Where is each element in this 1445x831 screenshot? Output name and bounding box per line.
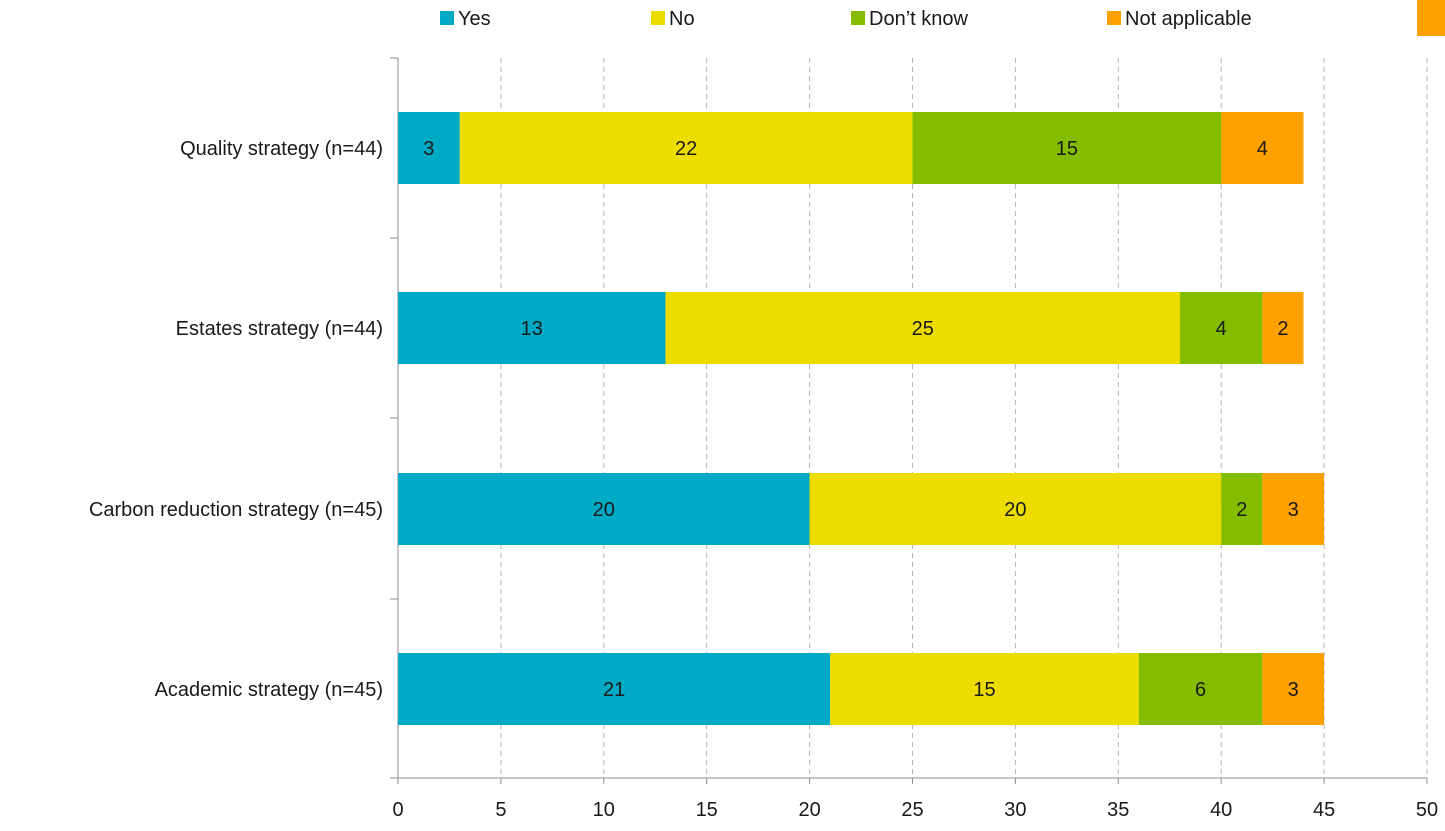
bar-segment-3-3 — [1262, 653, 1325, 725]
data-label-2-0: 20 — [593, 499, 615, 521]
labels: 0 5 10 15 20 25 30 35 40 45 50 Quality strategy (n=… — [89, 138, 1438, 821]
legend-swatch-3 — [1107, 11, 1121, 25]
bar-segment-1-0 — [398, 292, 666, 364]
legend-swatch-2 — [851, 11, 865, 25]
x-tick-label-15: 15 — [696, 799, 718, 821]
data-label-0-1: 22 — [675, 138, 697, 160]
data-label-0-3: 4 — [1257, 138, 1268, 160]
bar-segment-0-2 — [912, 112, 1222, 184]
bar-segment-3-2 — [1138, 653, 1263, 725]
x-tick-label-0: 0 — [392, 799, 403, 821]
data-label-1-2: 4 — [1216, 318, 1227, 340]
category-label-2: Carbon reduction strategy (n=45) — [89, 499, 383, 521]
legend-swatch-0 — [440, 11, 454, 25]
data-label-2-3: 3 — [1288, 499, 1299, 521]
data-label-2-2: 2 — [1236, 499, 1247, 521]
x-tick-label-10: 10 — [593, 799, 615, 821]
legend-label-0: Yes — [458, 8, 491, 30]
legend: Yes No Don’t know Not applicable — [440, 0, 1445, 36]
bar-segment-0-1 — [459, 112, 913, 184]
data-label-1-0: 13 — [521, 318, 543, 340]
x-tick-label-30: 30 — [1004, 799, 1026, 821]
data-label-3-3: 3 — [1288, 679, 1299, 701]
bar-segment-0-3 — [1221, 112, 1304, 184]
x-tick-label-25: 25 — [901, 799, 923, 821]
data-label-2-1: 20 — [1004, 499, 1026, 521]
legend-label-1: No — [669, 8, 695, 30]
bar-segment-1-3 — [1262, 292, 1304, 364]
category-label-3: Academic strategy (n=45) — [155, 679, 383, 701]
legend-label-2: Don’t know — [869, 8, 968, 30]
data-label-1-1: 25 — [912, 318, 934, 340]
legend-swatch-extra — [1417, 0, 1445, 36]
x-tick-label-5: 5 — [495, 799, 506, 821]
bar-segment-2-2 — [1221, 473, 1263, 545]
x-tick-label-40: 40 — [1210, 799, 1232, 821]
bar-segment-1-1 — [665, 292, 1181, 364]
x-tick-label-50: 50 — [1416, 799, 1438, 821]
bar-segment-3-0 — [398, 653, 831, 725]
x-tick-label-35: 35 — [1107, 799, 1129, 821]
x-tick-label-20: 20 — [798, 799, 820, 821]
data-label-0-2: 15 — [1056, 138, 1078, 160]
bar-segment-1-2 — [1180, 292, 1263, 364]
bars — [398, 112, 1325, 725]
legend-label-3: Not applicable — [1125, 8, 1252, 30]
bar-segment-2-3 — [1262, 473, 1325, 545]
x-tick-label-45: 45 — [1313, 799, 1335, 821]
data-label-1-3: 2 — [1277, 318, 1288, 340]
category-label-1: Estates strategy (n=44) — [176, 318, 383, 340]
bar-segment-2-0 — [398, 473, 810, 545]
data-label-3-1: 15 — [973, 679, 995, 701]
data-label-0-0: 3 — [423, 138, 434, 160]
bar-segment-3-1 — [830, 653, 1139, 725]
bar-segment-0-0 — [398, 112, 460, 184]
category-label-0: Quality strategy (n=44) — [180, 138, 383, 160]
data-label-3-0: 21 — [603, 679, 625, 701]
legend-swatch-1 — [651, 11, 665, 25]
bar-segment-2-1 — [809, 473, 1222, 545]
data-label-3-2: 6 — [1195, 679, 1206, 701]
